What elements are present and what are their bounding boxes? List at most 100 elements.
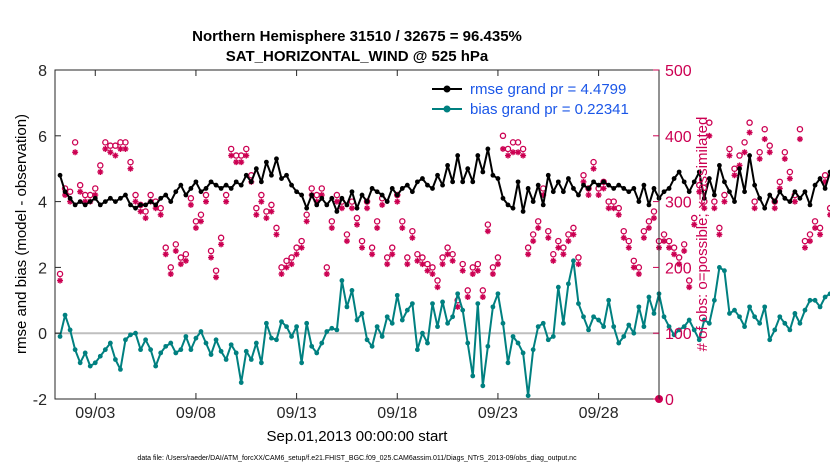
- obs-possible-point: [620, 227, 628, 235]
- bias-series-point: [107, 340, 113, 346]
- rmse-series-point: [238, 182, 244, 188]
- obs-assimilated-point: [137, 208, 144, 215]
- bias-series-point: [510, 334, 516, 339]
- obs-assimilated-point: [298, 244, 305, 251]
- obs-possible-point: [132, 191, 139, 199]
- rmse-series-layer: [57, 146, 830, 214]
- y-axis-right: 0 100 200 300 400 500: [653, 63, 692, 409]
- y-left-tick-label: 8: [38, 63, 47, 80]
- rmse-series-point: [309, 192, 315, 198]
- obs-possible-point: [102, 139, 109, 146]
- obs-assimilated-point: [102, 145, 109, 152]
- obs-assimilated-point: [671, 251, 678, 258]
- obs-assimilated-point: [615, 211, 622, 218]
- obs-possible-point: [383, 254, 391, 261]
- bias-series-point: [727, 311, 732, 316]
- obs-possible-point: [570, 224, 577, 232]
- obs-possible-point: [227, 145, 235, 153]
- bias-series-point: [274, 337, 279, 343]
- rmse-series-point: [430, 186, 435, 191]
- obs-possible-point: [253, 204, 260, 212]
- bias-series-point: [792, 311, 798, 316]
- obs-assimilated-point: [394, 198, 401, 205]
- bias-series-point: [289, 334, 294, 339]
- obs-assimilated-point: [550, 257, 557, 264]
- obs-assimilated-point: [600, 185, 607, 192]
- obs-assimilated-point: [338, 205, 345, 212]
- bias-series-point: [329, 325, 335, 331]
- x-tick-label: 09/23: [478, 405, 518, 422]
- obs-assimilated-point: [565, 238, 572, 245]
- obs-assimilated-point: [731, 172, 738, 179]
- bias-series-point: [379, 334, 385, 339]
- rmse-series-point: [566, 176, 571, 181]
- obs-assimilated-point: [228, 152, 235, 159]
- bias-series-point: [762, 304, 768, 310]
- y-right-tick-label: 400: [665, 129, 692, 146]
- obs-possible-point: [474, 260, 482, 268]
- rmse-series-point: [168, 199, 174, 205]
- obs-assimilated-point: [77, 188, 84, 195]
- obs-possible-point: [776, 178, 784, 186]
- obs-assimilated-point: [389, 251, 396, 258]
- rmse-series-point: [213, 182, 219, 188]
- obs-possible-point: [92, 185, 99, 192]
- obs-possible-point: [328, 218, 336, 225]
- obs-assimilated-point: [494, 261, 501, 268]
- obs-assimilated-point: [640, 234, 647, 241]
- rmse-series-point: [701, 195, 707, 201]
- obs-assimilated-point: [263, 215, 270, 222]
- rmse-series-point: [253, 166, 259, 172]
- rmse-series-point: [389, 186, 395, 191]
- bias-series-point: [752, 314, 758, 320]
- bias-series-point: [87, 363, 93, 369]
- bias-series-point: [339, 278, 345, 283]
- obs-assimilated-point: [711, 205, 718, 212]
- obs-assimilated-point: [278, 270, 285, 277]
- obs-possible-point: [439, 254, 446, 261]
- bias-series-point: [515, 340, 521, 346]
- bias-series-point: [148, 347, 154, 353]
- obs-possible-point: [746, 119, 753, 126]
- obs-assimilated-point: [545, 234, 552, 241]
- obs-possible-point: [484, 221, 492, 228]
- rmse-series-point: [425, 182, 430, 188]
- obs-assimilated-point: [283, 264, 290, 271]
- bias-series-point: [354, 317, 360, 323]
- bias-series-point: [445, 320, 450, 326]
- obs-possible-point: [645, 218, 653, 225]
- obs-possible-point: [479, 287, 487, 294]
- obs-possible-point: [534, 218, 542, 225]
- obs-assimilated-point: [187, 201, 194, 208]
- obs-possible-point: [66, 188, 74, 195]
- obs-assimilated-point: [505, 152, 511, 159]
- rmse-series-point: [596, 182, 601, 188]
- obs-assimilated-point: [399, 224, 406, 231]
- bias-series-point: [153, 363, 159, 369]
- obs-assimilated-point: [172, 247, 179, 254]
- rmse-series-point: [67, 195, 73, 201]
- obs-possible-point: [806, 231, 814, 238]
- rmse-series-point: [133, 205, 138, 211]
- obs-assimilated-point: [177, 261, 184, 268]
- obs-possible-point: [796, 125, 804, 133]
- bias-series-point: [430, 301, 435, 306]
- bias-series-point: [706, 320, 712, 326]
- bias-series-point: [631, 330, 637, 336]
- obs-assimilated-point: [766, 149, 773, 156]
- rmse-series-point: [188, 186, 194, 191]
- legend-rmse-label: rmse grand pr = 4.4799: [470, 81, 626, 98]
- obs-assimilated-point: [374, 224, 381, 231]
- y-axis-right-label: # of obs: o=possible; ×=assimilated: [694, 117, 711, 352]
- chart-title-line2: SAT_HORIZONTAL_WIND @ 525 hPa: [226, 48, 489, 65]
- rmse-series-point: [515, 179, 521, 185]
- rmse-series-point: [57, 172, 63, 178]
- obs-possible-point: [288, 254, 295, 261]
- rmse-series-point: [445, 163, 450, 168]
- bias-series-point: [233, 350, 239, 356]
- bias-series-point: [797, 320, 803, 326]
- rmse-series-point: [480, 169, 486, 175]
- bias-series-point: [404, 307, 410, 313]
- rmse-series-point: [173, 189, 179, 195]
- bias-series-point: [560, 320, 566, 326]
